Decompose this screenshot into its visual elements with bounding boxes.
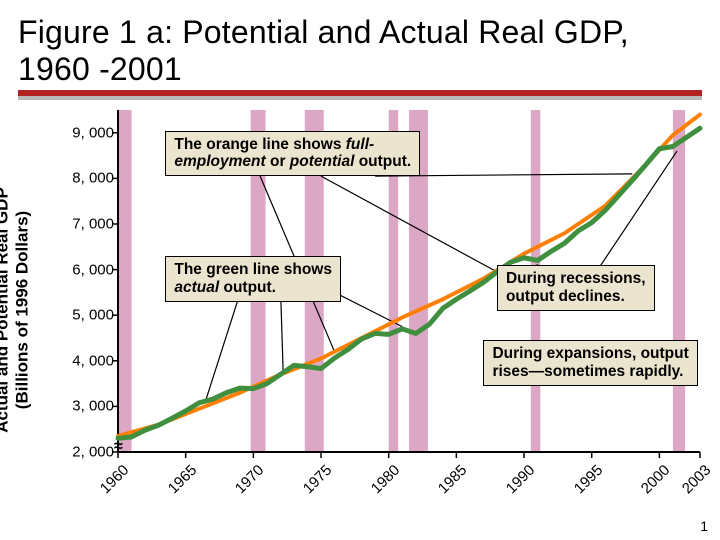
y-tick-label: 8, 000 [72,170,114,187]
x-tick-label: 1980 [367,462,403,498]
y-tick-label: 3, 000 [72,398,114,415]
x-tick-label: 2000 [638,462,674,498]
x-tick-label: 1990 [503,462,539,498]
plot-region: ≈ The orange line shows full-employment … [118,110,700,452]
x-tick-label: 1995 [570,462,606,498]
annotation-expansion: During expansions, outputrises—sometimes… [483,340,697,386]
annotation-recession: During recessions,output declines. [497,265,655,311]
x-tick-label: 1975 [300,462,336,498]
chart-area: Actual and Potential Real GDP (Billions … [0,106,720,514]
figure-title: Figure 1 a: Potential and Actual Real GD… [18,14,702,88]
x-tick-label: 1960 [97,462,133,498]
x-tick-label: 1985 [435,462,471,498]
annotation-potential: The orange line shows full-employment or… [165,131,420,177]
y-tick-label: 2, 000 [72,444,114,461]
y-axis-label: Actual and Potential Real GDP (Billions … [0,187,32,433]
y-tick-label: 4, 000 [72,352,114,369]
y-tick-label: 6, 000 [72,261,114,278]
x-tick-label: 1970 [232,462,268,498]
x-tick-label: 2003 [679,462,715,498]
y-tick-label: 9, 000 [72,124,114,141]
title-rule [18,90,702,102]
page-number: 1 [700,518,708,534]
x-tick-label: 1965 [164,462,200,498]
y-tick-label: 5, 000 [72,307,114,324]
annotation-actual: The green line showsactual output. [165,256,341,302]
y-tick-label: 7, 000 [72,216,114,233]
axis-break-mark: ≈ [114,438,123,456]
